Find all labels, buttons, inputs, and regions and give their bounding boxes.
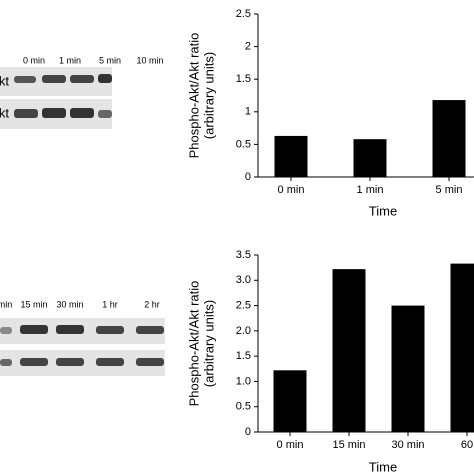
y-tick-label: 1.0 — [236, 375, 251, 387]
lane-label: 15 min — [20, 299, 47, 309]
y-axis-label: Phospho-Akt/Akt ratio — [186, 281, 201, 407]
y-tick-label: 1.5 — [236, 350, 251, 362]
x-tick-label: 0 min — [278, 184, 305, 196]
x-tick-label: 5 min — [436, 184, 463, 196]
x-tick-label: 1 min — [357, 184, 384, 196]
y-tick-label: 2.0 — [236, 325, 251, 337]
bar — [450, 263, 474, 432]
y-tick-label: 0.5 — [236, 138, 251, 150]
x-tick-label: 30 min — [391, 439, 424, 451]
y-tick-label: 0 — [245, 171, 251, 183]
bar — [273, 370, 307, 432]
y-axis-label: (arbitrary units) — [201, 300, 216, 387]
y-tick-label: 3.0 — [236, 274, 251, 286]
lane-label: 1 min — [59, 55, 81, 65]
x-tick-label: 0 min — [277, 439, 304, 451]
x-axis-label: Time — [369, 203, 397, 218]
bar — [332, 269, 366, 432]
row-label: kt — [0, 105, 9, 120]
y-tick-label: 1.5 — [236, 73, 251, 85]
row-label: kt — [0, 73, 9, 88]
y-tick-label: 2.5 — [236, 8, 251, 20]
lane-label: 10 min — [136, 55, 163, 65]
x-tick-label: 15 min — [332, 439, 365, 451]
y-tick-label: 2 — [245, 41, 251, 53]
y-axis-label: Phospho-Akt/Akt ratio — [186, 33, 201, 159]
y-axis-label: (arbitrary units) — [201, 52, 216, 139]
y-tick-label: 0.5 — [236, 401, 251, 413]
blot-image — [0, 318, 165, 376]
lane-label: 2 hr — [144, 299, 160, 309]
y-tick-label: 2.5 — [236, 299, 251, 311]
bar — [274, 135, 308, 177]
blot-image — [0, 67, 112, 129]
lane-label: 0 min — [23, 55, 45, 65]
lane-label: 30 min — [56, 299, 83, 309]
lane-label: 1 hr — [102, 299, 118, 309]
bar — [432, 100, 466, 177]
lane-label: min — [0, 299, 12, 309]
y-tick-label: 1 — [245, 106, 251, 118]
y-tick-label: 3.5 — [236, 249, 251, 261]
bar — [391, 305, 425, 432]
y-tick-label: 0 — [245, 426, 251, 438]
x-axis-label: Time — [369, 459, 397, 474]
x-tick-label: 60 — [461, 439, 473, 451]
bar — [353, 139, 387, 177]
lane-label: 5 min — [99, 55, 121, 65]
